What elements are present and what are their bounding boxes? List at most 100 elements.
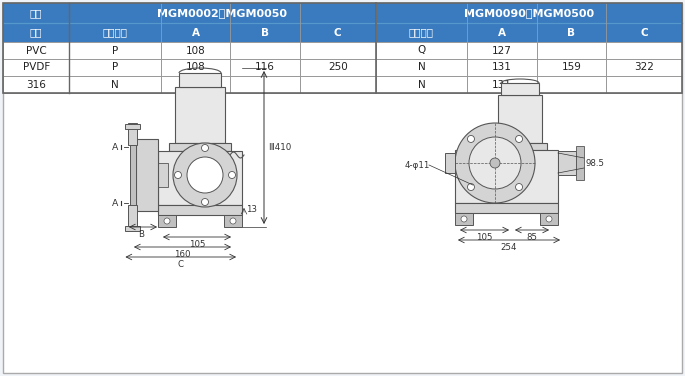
Bar — [3, 76, 69, 93]
Circle shape — [467, 183, 475, 191]
Bar — [3, 3, 69, 42]
Text: 105: 105 — [189, 240, 205, 249]
Bar — [156, 163, 168, 187]
Text: 接口代码: 接口代码 — [103, 27, 127, 38]
Bar — [558, 151, 576, 175]
Text: 108: 108 — [186, 62, 206, 73]
Bar — [3, 59, 69, 76]
Text: P: P — [112, 45, 119, 56]
Bar — [498, 95, 542, 143]
Text: Q: Q — [417, 45, 425, 56]
Bar — [69, 3, 375, 23]
Bar — [493, 143, 547, 150]
Text: B: B — [138, 230, 144, 239]
Bar — [455, 203, 558, 213]
Bar — [69, 23, 161, 42]
Bar — [455, 150, 558, 203]
Circle shape — [175, 171, 182, 179]
Bar — [467, 42, 537, 59]
Text: A: A — [498, 27, 506, 38]
Text: P: P — [112, 62, 119, 73]
Bar — [537, 76, 606, 93]
Bar — [125, 226, 140, 231]
Text: 127: 127 — [492, 45, 512, 56]
Text: MGM0090～MGM0500: MGM0090～MGM0500 — [464, 8, 594, 18]
Bar — [375, 76, 467, 93]
Text: N: N — [418, 62, 425, 73]
Text: A: A — [112, 143, 118, 152]
Bar — [230, 42, 300, 59]
Bar — [300, 76, 375, 93]
Circle shape — [516, 183, 523, 191]
Bar — [455, 213, 473, 225]
Bar — [606, 76, 682, 93]
Bar — [300, 59, 375, 76]
Circle shape — [201, 144, 208, 152]
Text: 85: 85 — [527, 233, 538, 242]
Bar — [230, 23, 300, 42]
Bar — [129, 123, 138, 145]
Bar — [3, 3, 682, 93]
Text: A: A — [112, 199, 118, 208]
Text: 材料: 材料 — [30, 27, 42, 38]
Bar — [230, 59, 300, 76]
Circle shape — [461, 216, 467, 222]
Text: A: A — [192, 27, 199, 38]
Bar — [69, 42, 161, 59]
Bar — [576, 146, 584, 180]
Bar — [606, 23, 682, 42]
Bar — [375, 59, 467, 76]
Bar — [445, 153, 455, 173]
Bar — [375, 42, 467, 59]
Bar — [467, 23, 537, 42]
Text: 254: 254 — [501, 243, 517, 252]
Circle shape — [173, 143, 237, 207]
Bar — [300, 23, 375, 42]
Bar — [136, 139, 158, 211]
Text: 4-φ11: 4-φ11 — [405, 161, 430, 170]
Text: N: N — [111, 79, 119, 89]
Bar — [540, 213, 558, 225]
Text: PVDF: PVDF — [23, 62, 50, 73]
Bar — [179, 73, 221, 87]
Text: ⅡⅠ410: ⅡⅠ410 — [268, 143, 291, 152]
Text: 160: 160 — [174, 250, 190, 259]
Text: MGM0002～MGM0050: MGM0002～MGM0050 — [158, 8, 288, 18]
Text: 108: 108 — [186, 45, 206, 56]
Bar — [129, 205, 138, 227]
Circle shape — [516, 135, 523, 143]
Text: 316: 316 — [26, 79, 46, 89]
Text: 接口代码: 接口代码 — [409, 27, 434, 38]
Text: 131: 131 — [492, 62, 512, 73]
Bar — [606, 42, 682, 59]
Circle shape — [469, 137, 521, 189]
Text: 105: 105 — [476, 233, 493, 242]
Bar — [467, 76, 537, 93]
Bar — [69, 59, 161, 76]
Circle shape — [229, 171, 236, 179]
Text: 131: 131 — [492, 79, 512, 89]
Circle shape — [230, 218, 236, 224]
Bar — [161, 59, 230, 76]
Text: 322: 322 — [634, 62, 654, 73]
Circle shape — [490, 158, 500, 168]
Bar — [537, 23, 606, 42]
Circle shape — [201, 199, 208, 206]
Text: C: C — [334, 27, 342, 38]
Bar — [158, 205, 242, 215]
Bar — [158, 151, 242, 205]
Text: 116: 116 — [256, 62, 275, 73]
Bar — [130, 145, 136, 205]
Bar — [375, 3, 682, 23]
Circle shape — [467, 135, 475, 143]
Bar — [300, 42, 375, 59]
Bar — [224, 215, 242, 227]
Bar — [161, 23, 230, 42]
Bar — [158, 215, 176, 227]
Text: PVC: PVC — [26, 45, 47, 56]
Bar — [467, 59, 537, 76]
Circle shape — [455, 123, 535, 203]
Circle shape — [164, 218, 170, 224]
Text: 250: 250 — [328, 62, 348, 73]
Bar — [537, 59, 606, 76]
